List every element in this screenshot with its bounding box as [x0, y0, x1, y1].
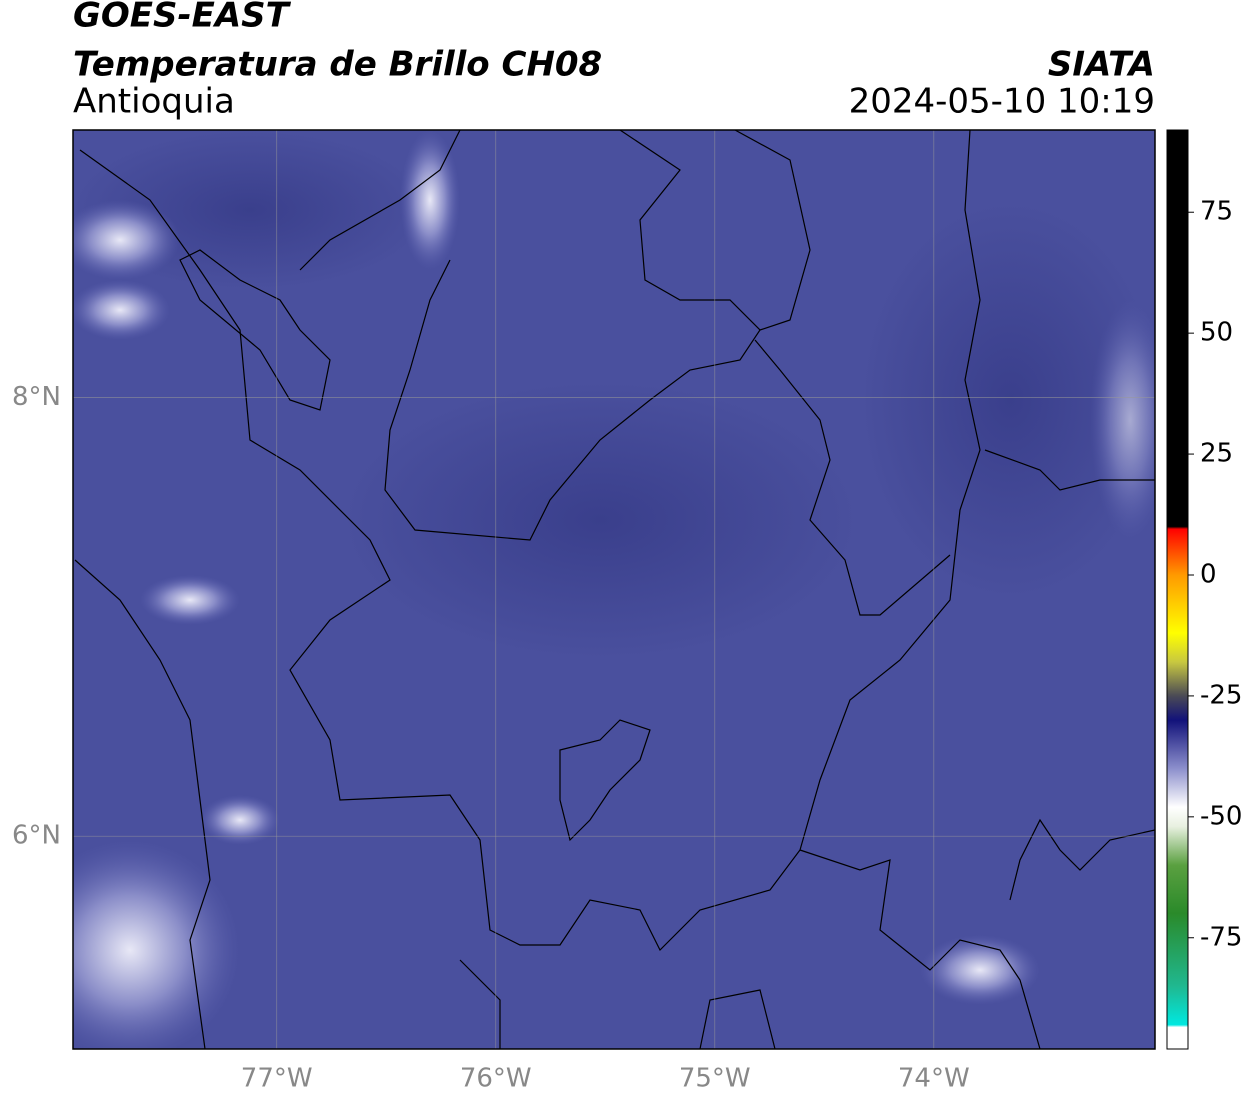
boundaries — [74, 130, 1155, 1049]
x-tick-label: 77°W — [241, 1064, 313, 1094]
x-tick-label: 74°W — [898, 1064, 970, 1094]
x-tick-label: 76°W — [460, 1064, 532, 1094]
colorbar-tick-label: -50 — [1200, 801, 1242, 831]
source: SIATA — [1048, 45, 1155, 85]
colorbar-tick-label: 0 — [1200, 559, 1217, 589]
cloud-field — [73, 130, 1155, 1049]
map — [73, 130, 1155, 1049]
y-tick-label: 6°N — [12, 821, 61, 851]
y-tick-label: 8°N — [12, 382, 61, 412]
subtitle: Temperatura de Brillo CH08 — [73, 45, 602, 85]
colorbar-tick-label: -25 — [1200, 680, 1242, 710]
colorbar — [1166, 129, 1189, 1050]
colorbar-tick-label: 25 — [1200, 439, 1233, 469]
title: GOES-EAST — [73, 0, 292, 36]
region: Antioquia — [73, 82, 235, 122]
x-tick-label: 75°W — [679, 1064, 751, 1094]
colorbar-tick-label: -75 — [1200, 922, 1242, 952]
datetime: 2024-05-10 10:19 — [849, 82, 1155, 122]
colorbar-tick-label: 75 — [1200, 197, 1233, 227]
map-frame — [72, 129, 1156, 1050]
colorbar-tick-label: 50 — [1200, 318, 1233, 348]
